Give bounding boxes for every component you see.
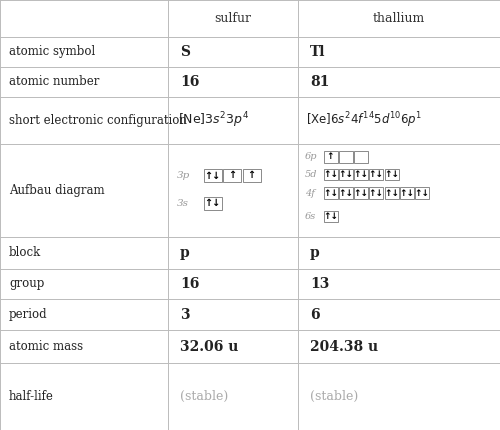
Bar <box>354 169 368 180</box>
Text: ↑↓: ↑↓ <box>384 188 399 197</box>
Text: 204.38 u: 204.38 u <box>310 340 378 354</box>
Text: ↑↓: ↑↓ <box>323 188 338 197</box>
Text: ↑↓: ↑↓ <box>369 170 384 179</box>
Text: ↑↓: ↑↓ <box>369 188 384 197</box>
Text: 3s: 3s <box>176 199 188 208</box>
Bar <box>204 197 222 210</box>
Text: 4f: 4f <box>305 188 315 197</box>
Text: atomic symbol: atomic symbol <box>9 45 95 58</box>
Text: ↑↓: ↑↓ <box>399 188 414 197</box>
Text: ↑↓: ↑↓ <box>204 170 220 181</box>
Bar <box>204 169 222 182</box>
Text: S: S <box>180 45 190 58</box>
Bar <box>324 151 338 163</box>
Text: sulfur: sulfur <box>214 12 251 25</box>
Text: thallium: thallium <box>372 12 425 25</box>
Text: $\mathregular{[Ne]}3s^{2}3p^{4}$: $\mathregular{[Ne]}3s^{2}3p^{4}$ <box>178 111 248 130</box>
Text: ↑: ↑ <box>228 170 236 181</box>
Bar <box>369 187 384 199</box>
Bar <box>324 187 338 199</box>
Bar <box>339 187 353 199</box>
Text: atomic mass: atomic mass <box>9 340 83 353</box>
Text: ↑↓: ↑↓ <box>354 188 368 197</box>
Text: block: block <box>9 246 41 259</box>
Text: p: p <box>180 246 190 260</box>
Bar <box>384 169 398 180</box>
Text: group: group <box>9 277 44 290</box>
Text: $\mathregular{[Xe]}6s^{2}4f^{14}5d^{10}6p^{1}$: $\mathregular{[Xe]}6s^{2}4f^{14}5d^{10}6… <box>306 111 423 130</box>
Text: 81: 81 <box>310 75 330 89</box>
Text: ↑↓: ↑↓ <box>384 170 399 179</box>
Text: short electronic configuration: short electronic configuration <box>9 114 187 127</box>
Text: 3: 3 <box>180 307 190 322</box>
Bar <box>339 151 353 163</box>
Text: 6s: 6s <box>305 212 316 221</box>
Text: ↑↓: ↑↓ <box>323 212 338 221</box>
Text: period: period <box>9 308 48 321</box>
Text: 16: 16 <box>180 75 200 89</box>
Text: 3p: 3p <box>176 171 190 180</box>
Text: ↑↓: ↑↓ <box>338 170 353 179</box>
Text: ↑: ↑ <box>327 153 334 162</box>
Bar <box>354 187 368 199</box>
Text: ↑↓: ↑↓ <box>338 188 353 197</box>
Text: ↑↓: ↑↓ <box>204 198 220 208</box>
Text: atomic number: atomic number <box>9 75 100 88</box>
Text: ↑: ↑ <box>248 170 256 181</box>
Text: 5d: 5d <box>305 170 318 179</box>
Text: ↑↓: ↑↓ <box>323 170 338 179</box>
Text: 6: 6 <box>310 307 320 322</box>
Text: 32.06 u: 32.06 u <box>180 340 238 354</box>
Bar <box>400 187 414 199</box>
Text: (stable): (stable) <box>310 390 358 403</box>
Text: Aufbau diagram: Aufbau diagram <box>9 184 104 197</box>
Bar <box>324 169 338 180</box>
Bar <box>415 187 429 199</box>
Text: 16: 16 <box>180 277 200 291</box>
Text: half-life: half-life <box>9 390 54 403</box>
Text: ↑↓: ↑↓ <box>414 188 430 197</box>
Text: 13: 13 <box>310 277 330 291</box>
Text: p: p <box>310 246 320 260</box>
Bar <box>223 169 241 182</box>
Text: ↑↓: ↑↓ <box>354 170 368 179</box>
Text: Tl: Tl <box>310 45 326 58</box>
Bar <box>324 211 338 222</box>
Bar <box>369 169 384 180</box>
Bar <box>242 169 260 182</box>
Bar <box>354 151 368 163</box>
Text: 6p: 6p <box>305 153 318 162</box>
Text: (stable): (stable) <box>180 390 228 403</box>
Bar <box>384 187 398 199</box>
Bar <box>339 169 353 180</box>
